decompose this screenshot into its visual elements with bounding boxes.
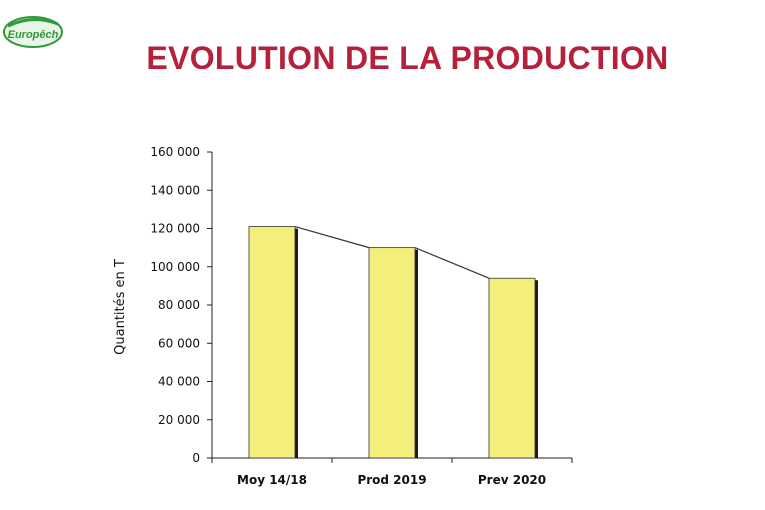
y-tick-label: 40 000	[158, 375, 200, 389]
y-tick-label: 100 000	[150, 260, 200, 274]
page-title: EVOLUTION DE LA PRODUCTION	[146, 40, 669, 76]
y-tick-label: 140 000	[150, 183, 200, 197]
y-axis-label: Quantités en T	[113, 259, 128, 355]
x-tick-label: Prev 2020	[478, 473, 546, 487]
trend-line	[294, 226, 370, 249]
europech-logo: Europêch	[3, 16, 63, 48]
y-tick-label: 160 000	[150, 145, 200, 159]
x-tick-label: Prod 2019	[357, 473, 426, 487]
y-tick-label: 120 000	[150, 222, 200, 236]
bar	[368, 247, 416, 459]
y-tick-label: 80 000	[158, 298, 200, 312]
y-tick-label: 20 000	[158, 413, 200, 427]
bar	[488, 277, 536, 459]
logo-text: Europêch	[8, 29, 59, 41]
y-tick-label: 0	[192, 451, 200, 465]
x-tick-label: Moy 14/18	[237, 473, 307, 487]
bar	[248, 226, 296, 459]
trend-line	[414, 247, 490, 279]
y-tick-label: 60 000	[158, 336, 200, 350]
